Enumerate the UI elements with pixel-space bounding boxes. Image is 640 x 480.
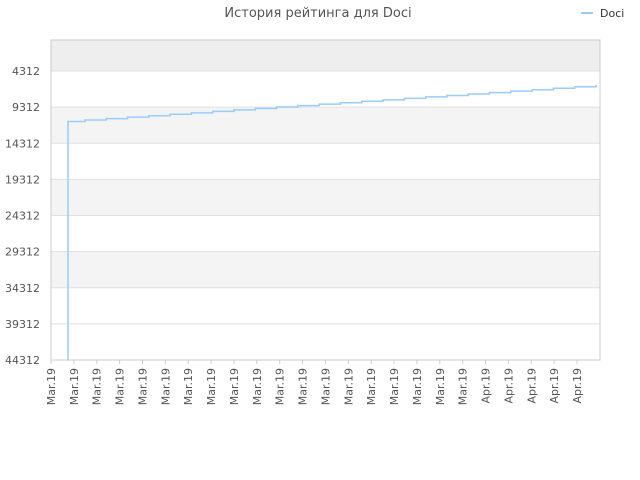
y-tick-label: 34312	[5, 282, 40, 295]
data-point	[573, 86, 576, 88]
x-tick-label: Mar.19	[182, 368, 195, 405]
x-tick-label: Apr.19	[480, 368, 493, 404]
x-tick-label: Mar.19	[45, 368, 58, 405]
x-tick-label: Mar.19	[91, 368, 104, 405]
x-tick-label: Apr.19	[525, 368, 538, 404]
y-tick-label: 39312	[5, 318, 40, 331]
x-tick-label: Mar.19	[228, 368, 241, 405]
x-tick-label: Mar.19	[457, 368, 470, 405]
plot-band	[51, 251, 600, 288]
x-tick-label: Mar.19	[319, 368, 332, 405]
data-point	[169, 113, 171, 116]
plot-band	[51, 287, 600, 324]
x-tick-label: Mar.19	[411, 368, 424, 405]
y-tick-label: 14312	[5, 137, 40, 150]
plot-area	[50, 39, 601, 361]
y-tick-label: 9312	[12, 101, 40, 114]
y-tick-label: 4312	[12, 65, 40, 78]
x-tick-label: Mar.19	[205, 368, 218, 405]
x-tick-label: Mar.19	[388, 368, 401, 405]
data-point	[275, 106, 278, 108]
x-tick-label: Mar.19	[365, 368, 378, 405]
data-point	[211, 110, 214, 113]
plot-band	[51, 179, 600, 216]
plot-band	[51, 323, 600, 360]
data-point	[190, 112, 193, 114]
data-point	[105, 117, 108, 120]
y-tick-label: 19312	[5, 173, 40, 186]
data-point	[126, 116, 129, 118]
data-point	[510, 90, 512, 92]
data-point	[595, 84, 597, 87]
y-tick-label: 29312	[5, 246, 40, 259]
data-point	[446, 94, 448, 97]
x-tick-label: Mar.19	[136, 368, 149, 405]
y-tick-label: 44312	[5, 354, 40, 367]
data-point	[233, 109, 235, 111]
data-point	[148, 114, 150, 117]
data-point	[552, 87, 555, 90]
x-tick-label: Mar.19	[434, 368, 447, 405]
data-point	[339, 101, 342, 104]
data-point	[84, 119, 86, 121]
data-point	[67, 359, 69, 361]
plot-band	[51, 143, 600, 180]
data-point	[403, 97, 406, 100]
data-point	[531, 88, 533, 91]
data-point	[67, 151, 69, 154]
x-tick-label: Mar.19	[297, 368, 310, 405]
y-axis: 4312 9312 14312 19312 24312 29312 34312 39312 44…	[5, 65, 40, 367]
x-tick-label: Apr.19	[502, 368, 515, 404]
series-doci	[67, 84, 597, 361]
data-point	[254, 107, 257, 110]
x-tick-label: Mar.19	[342, 368, 355, 405]
x-tick-label: Mar.19	[274, 368, 287, 405]
plot-band	[51, 215, 600, 252]
plot-band	[51, 71, 600, 108]
x-tick-label: Mar.19	[114, 368, 127, 405]
data-point	[67, 120, 69, 123]
data-point	[424, 96, 427, 98]
x-tick-label: Apr.19	[571, 368, 584, 404]
data-point	[297, 104, 299, 107]
x-tick-label: Apr.19	[548, 368, 561, 404]
plot-band	[51, 107, 600, 144]
data-point	[467, 93, 470, 95]
plot-band	[51, 40, 600, 71]
x-tick-label: Mar.19	[68, 368, 81, 405]
legend: Doci	[581, 7, 624, 20]
data-point	[318, 103, 321, 105]
data-point	[360, 100, 363, 103]
data-point	[488, 91, 491, 94]
y-tick-label: 24312	[5, 210, 40, 223]
x-tick-label: Mar.19	[251, 368, 264, 405]
x-tick-label: Mar.19	[159, 368, 172, 405]
x-axis: Mar.19 Mar.19 Mar.19 Mar.19 Mar.19 Mar.19 Mar.…	[45, 360, 584, 405]
data-point	[382, 99, 384, 101]
chart-title: История рейтинга для Doci	[224, 6, 411, 21]
legend-label-doci: Doci	[600, 7, 624, 20]
